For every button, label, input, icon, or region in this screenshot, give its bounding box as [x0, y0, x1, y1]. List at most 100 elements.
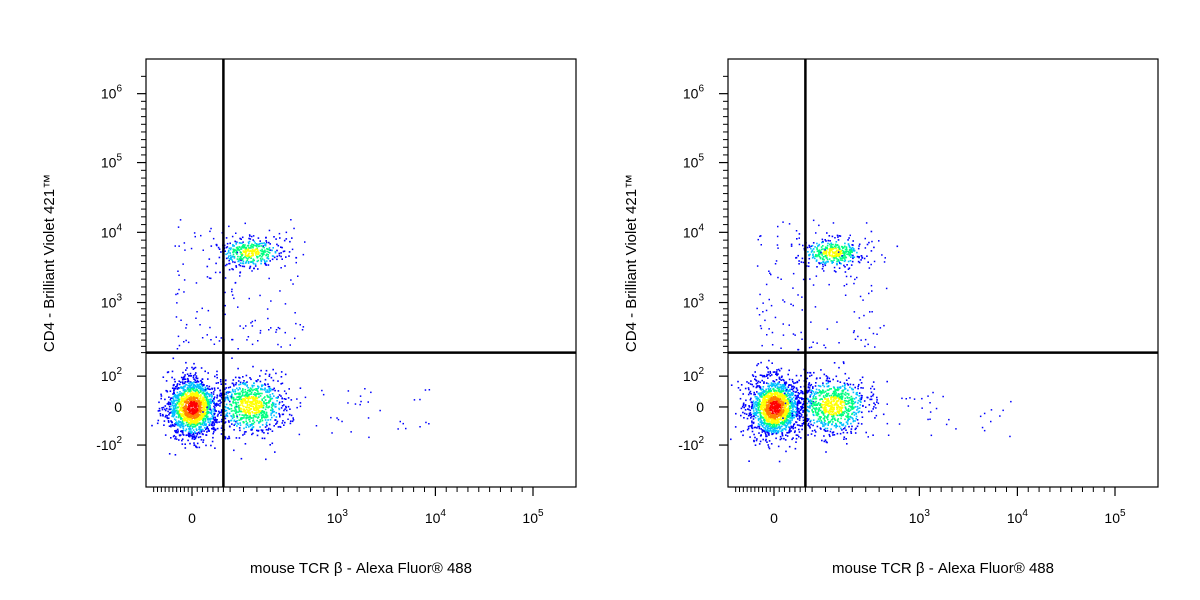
event-dot — [248, 234, 251, 236]
event-dot — [162, 415, 164, 417]
event-dot — [761, 392, 764, 395]
event-dot — [269, 390, 272, 392]
event-dot — [229, 400, 231, 403]
event-dot — [204, 405, 206, 407]
event-dot — [782, 378, 784, 381]
event-dot — [776, 408, 779, 411]
event-dot — [169, 390, 172, 392]
event-dot — [265, 412, 268, 414]
event-dot — [206, 405, 208, 408]
event-dot — [765, 390, 767, 392]
event-dot — [818, 407, 820, 409]
event-dot — [760, 408, 763, 410]
event-dot — [264, 384, 267, 386]
event-dot — [809, 420, 812, 423]
event-dot — [197, 384, 199, 386]
event-dot — [322, 393, 325, 396]
event-dot — [844, 410, 846, 413]
event-dot — [235, 249, 237, 252]
event-dot — [261, 258, 264, 260]
event-dot — [764, 427, 767, 429]
event-dot — [296, 406, 298, 409]
event-dot — [781, 410, 783, 412]
event-dot — [256, 260, 259, 263]
event-dot — [226, 242, 229, 245]
event-dot — [775, 379, 778, 381]
event-dot — [279, 426, 282, 428]
event-dot — [261, 403, 263, 406]
event-dot — [201, 409, 204, 412]
event-dot — [258, 251, 260, 254]
event-dot — [183, 396, 185, 398]
event-dot — [772, 382, 774, 385]
event-dot — [187, 379, 189, 381]
event-dot — [182, 398, 185, 400]
event-dot — [838, 414, 841, 416]
event-dot — [179, 383, 181, 386]
event-dot — [782, 415, 785, 417]
event-dot — [200, 412, 203, 415]
event-dot — [177, 416, 180, 419]
event-dot — [220, 396, 223, 399]
event-dot — [836, 425, 839, 427]
event-dot — [259, 426, 261, 428]
event-dot — [184, 409, 187, 412]
event-dot — [360, 400, 362, 403]
event-dot — [792, 385, 794, 388]
event-dot — [759, 374, 762, 376]
event-dot — [266, 308, 269, 310]
event-dot — [188, 398, 190, 400]
event-dot — [241, 259, 244, 261]
event-dot — [257, 409, 259, 411]
event-dot — [766, 435, 768, 438]
event-dot — [762, 403, 764, 406]
event-dot — [847, 409, 850, 411]
event-dot — [186, 396, 189, 398]
event-dot — [213, 396, 216, 398]
event-dot — [266, 260, 268, 262]
event-dot — [861, 396, 863, 399]
event-dot — [788, 428, 791, 431]
event-dot — [277, 244, 280, 247]
event-dot — [194, 385, 197, 388]
event-dot — [156, 422, 159, 425]
event-dot — [176, 383, 179, 386]
event-dot — [187, 380, 190, 382]
event-dot — [239, 377, 241, 379]
event-dot — [770, 422, 773, 424]
event-dot — [788, 402, 790, 404]
event-dot — [249, 266, 251, 268]
event-dot — [233, 424, 235, 426]
event-dot — [208, 418, 211, 421]
event-dot — [235, 420, 237, 423]
event-dot — [213, 405, 215, 408]
event-dot — [237, 348, 239, 350]
event-dot — [241, 236, 244, 239]
event-dot — [219, 379, 222, 381]
event-dot — [827, 415, 829, 417]
event-dot — [789, 414, 791, 417]
event-dot — [180, 392, 183, 394]
event-dot — [757, 419, 760, 422]
event-dot — [245, 431, 247, 433]
event-dot — [189, 409, 191, 412]
event-dot — [764, 417, 767, 419]
event-dot — [810, 391, 812, 393]
event-dot — [753, 440, 755, 443]
event-dot — [275, 331, 277, 333]
event-dot — [170, 408, 173, 410]
event-dot — [751, 430, 754, 433]
event-dot — [214, 407, 216, 409]
event-dot — [821, 398, 823, 401]
event-dot — [209, 405, 211, 407]
event-dot — [283, 404, 285, 406]
event-dot — [848, 397, 851, 399]
event-dot — [172, 393, 174, 395]
event-dot — [231, 294, 234, 296]
event-dot — [206, 406, 208, 409]
event-dot — [191, 395, 194, 398]
event-dot — [756, 411, 759, 414]
event-dot — [828, 405, 831, 408]
event-dot — [826, 392, 828, 395]
event-dot — [231, 396, 234, 398]
